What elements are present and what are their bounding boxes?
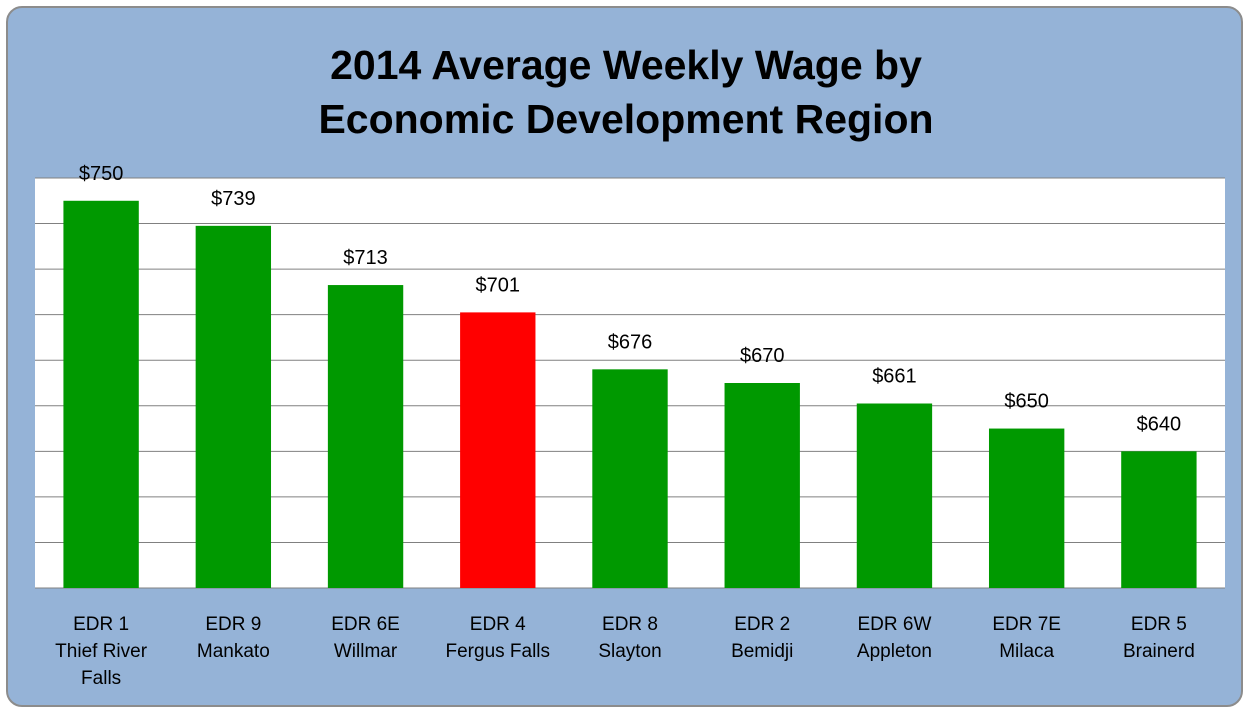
data-label: $713 xyxy=(343,247,388,269)
x-tick-label: EDR 9 Mankato xyxy=(196,614,270,662)
bar xyxy=(63,200,139,588)
bar xyxy=(592,369,668,588)
data-label: $650 xyxy=(1004,391,1049,413)
data-label: $676 xyxy=(608,331,653,353)
bar xyxy=(195,225,272,589)
bar xyxy=(724,383,800,588)
x-tick-label: EDR 5 Brainerd xyxy=(1122,614,1195,662)
data-label: $739 xyxy=(211,188,256,210)
bar xyxy=(856,403,933,588)
x-tick-label: EDR 4 Fergus Falls xyxy=(445,614,551,662)
x-tick-label: EDR 6W Appleton xyxy=(856,614,932,662)
x-tick-label: EDR 1 Thief River Falls xyxy=(55,614,148,689)
x-tick-label: EDR 2 Bemidji xyxy=(731,614,794,662)
data-label: $701 xyxy=(476,274,521,296)
data-label: $661 xyxy=(872,366,917,388)
data-label: $640 xyxy=(1137,413,1182,435)
bar xyxy=(327,285,404,588)
data-label: $750 xyxy=(79,163,124,185)
bar xyxy=(988,428,1065,588)
x-tick-label: EDR 6E Willmar xyxy=(331,614,400,662)
data-label: $670 xyxy=(740,345,785,367)
bar xyxy=(460,312,536,588)
x-tick-label: EDR 8 Slayton xyxy=(598,614,662,662)
bar xyxy=(1121,451,1197,588)
chart-title: 2014 Average Weekly Wage by Economic Dev… xyxy=(318,42,934,142)
x-tick-label: EDR 7E Milaca xyxy=(992,614,1061,662)
